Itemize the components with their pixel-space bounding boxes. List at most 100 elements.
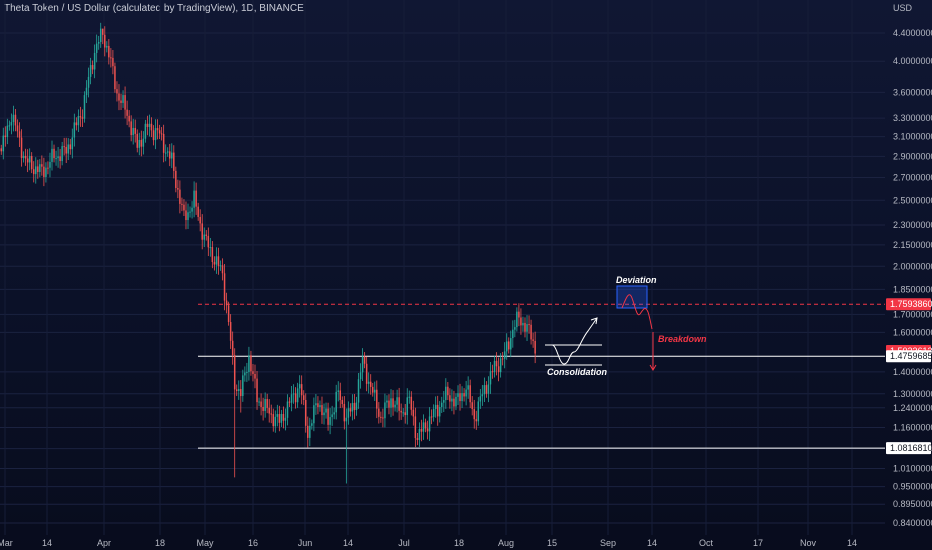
candle-body xyxy=(217,256,220,266)
candle-body xyxy=(51,148,53,162)
time-tick-label: 14 xyxy=(847,538,857,548)
candle-body xyxy=(53,148,55,159)
candle-body xyxy=(436,404,439,417)
candle-body xyxy=(35,166,37,175)
candle-body xyxy=(132,127,134,136)
candle-body xyxy=(118,93,120,101)
candle-body xyxy=(160,133,163,135)
support-lower-badge-label: 1.0816810 xyxy=(890,443,932,453)
time-axis[interactable]: Mar 14 Apr 18 May 16 Jun 14 Jul 18 Aug 15 Sep 14 Oct 17… xyxy=(0,538,857,548)
candle-body xyxy=(8,125,11,127)
deviation-label: Deviation xyxy=(616,275,657,285)
candle-body xyxy=(414,416,417,439)
horizontal-levels xyxy=(198,303,885,449)
candle-body xyxy=(69,144,72,150)
drawing-annotations[interactable]: Consolidation Deviation Breakdown xyxy=(545,275,707,377)
symbol-title: Theta Token / US Dollar (calculated by T… xyxy=(4,3,304,14)
candle-body xyxy=(516,311,518,328)
candle-body xyxy=(152,130,155,141)
candle-body xyxy=(225,300,228,306)
candle-body xyxy=(223,273,226,301)
candle-body xyxy=(138,139,141,148)
candle-body xyxy=(79,116,82,118)
candle-body xyxy=(305,399,307,426)
candle-body xyxy=(532,339,534,341)
candle-body xyxy=(126,109,128,116)
candle-body xyxy=(392,398,394,408)
candle-body xyxy=(244,372,246,376)
candle-body xyxy=(321,405,323,416)
price-axis[interactable]: USD 4.4000000 4.0000000 3.6000000 3.3000000 3… xyxy=(885,0,932,550)
price-tick-label: 0.8400000 xyxy=(893,518,932,528)
candle-body xyxy=(136,133,139,148)
candle-body xyxy=(193,190,195,208)
candle-body xyxy=(106,45,108,48)
candle-body xyxy=(471,402,473,410)
candle-body xyxy=(376,389,378,409)
candle-body xyxy=(280,414,283,423)
candle-body xyxy=(203,234,205,240)
candle-body xyxy=(207,235,210,248)
candle-body xyxy=(278,414,281,423)
candle-body xyxy=(276,414,279,417)
candle-body xyxy=(4,135,7,138)
candle-body xyxy=(187,212,189,221)
time-tick-label: 14 xyxy=(647,538,657,548)
candle-body xyxy=(242,375,244,397)
candle-body xyxy=(534,340,536,354)
candle-body xyxy=(130,121,132,136)
candle-body xyxy=(307,425,309,438)
bearish-path[interactable] xyxy=(621,294,653,330)
candle-body xyxy=(300,384,303,396)
candle-body xyxy=(345,417,348,422)
candle-body xyxy=(365,363,368,384)
candle-body xyxy=(201,223,203,240)
price-tick-label: 2.9000000 xyxy=(893,151,932,161)
price-tick-label: 2.0000000 xyxy=(893,261,932,271)
candle-body xyxy=(65,146,67,154)
price-tick-label: 1.7000000 xyxy=(893,309,932,319)
breakdown-label: Breakdown xyxy=(658,334,707,344)
candle-body xyxy=(37,166,39,172)
candle-body xyxy=(209,247,212,249)
candle-body xyxy=(93,52,96,70)
candle-body xyxy=(183,204,185,211)
candle-body xyxy=(211,247,214,263)
candle-body xyxy=(359,372,362,380)
time-tick-label: Jun xyxy=(298,538,313,548)
candle-body xyxy=(367,381,370,384)
candle-body xyxy=(325,408,327,413)
candle-body xyxy=(294,393,297,403)
candle-body xyxy=(55,158,57,160)
bullish-path[interactable] xyxy=(551,317,598,365)
candle-body xyxy=(339,390,342,401)
candle-body xyxy=(357,379,360,403)
candle-body xyxy=(341,400,344,404)
resistance-badge xyxy=(886,298,931,311)
candle-body xyxy=(205,234,208,236)
candle-body xyxy=(311,423,313,426)
candle-body xyxy=(2,135,5,152)
candle-body xyxy=(453,398,455,407)
candle-body xyxy=(333,412,335,415)
price-tick-label: 1.0100000 xyxy=(893,463,932,473)
candle-body xyxy=(77,116,80,126)
candle-body xyxy=(43,166,45,177)
candle-body xyxy=(24,155,27,159)
candle-body xyxy=(185,210,187,221)
candle-body xyxy=(416,438,419,440)
candle-body xyxy=(518,311,520,318)
candle-body xyxy=(501,358,504,360)
candle-body xyxy=(438,406,441,417)
candle-body xyxy=(309,425,311,438)
candle-body xyxy=(390,398,392,408)
candle-body xyxy=(443,400,445,403)
candle-body xyxy=(264,399,266,411)
candle-body xyxy=(85,87,88,96)
candle-body xyxy=(120,100,122,103)
candle-body xyxy=(343,403,346,422)
currency-label: USD xyxy=(893,3,913,13)
candle-body xyxy=(227,305,230,323)
candle-body xyxy=(408,396,411,398)
